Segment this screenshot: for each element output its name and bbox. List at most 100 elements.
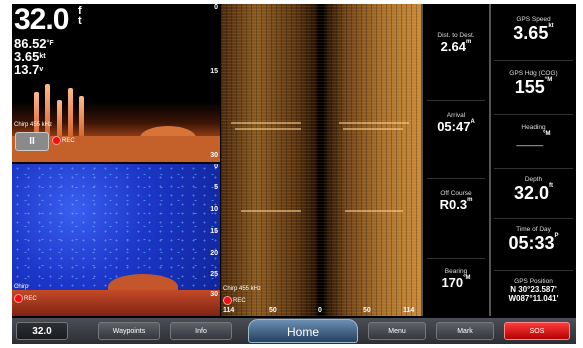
field-value: 05:47 [437,119,471,134]
depth-unit: f t [78,5,82,27]
sidescan-structure [235,128,301,130]
record-dot-icon [52,136,61,145]
record-dot-icon [14,294,23,303]
field-divider [494,114,573,115]
sonar-return-arch [79,96,84,144]
field-value: 170 [441,275,464,290]
depth-scale-tick: 15 [210,68,218,75]
data-field-bearing[interactable]: Bearing 170°M [424,268,488,290]
fishfinder-screen: 32.0 f t 86.52°F 3.65kt 13.7v 0 15 30 Ch… [12,4,576,344]
range-scale-tick: 50 [363,307,371,314]
chirp-sonar-pane[interactable]: 32.0 f t 86.52°F 3.65kt 13.7v 0 15 30 Ch… [12,4,220,162]
field-value: 05:33 [508,233,555,253]
field-label: Bearing [444,268,468,275]
menu-button[interactable]: Menu [368,322,426,340]
sonar-return-arch [68,88,73,144]
sidescan-structure [343,128,403,130]
field-divider [427,178,485,179]
data-field-dist-to-dest[interactable]: Dist. to Dest. 2.64m [424,32,488,54]
latitude-value: N 30°23.587' [510,285,557,294]
field-label: Time of Day [516,226,551,233]
field-label: Dist. to Dest. [437,32,475,39]
data-column-navigation: Dist. to Dest. 2.64m Arrival 05:47A Off … [424,4,488,316]
frequency-label: Chirp 455 kHz [14,122,53,128]
depth-unit-bottom: t [78,15,82,27]
record-button[interactable]: REC [223,296,246,306]
sidescan-structure [231,122,301,124]
sos-button[interactable]: SOS [504,322,570,340]
data-field-off-course[interactable]: Off Course R0.3m [424,190,488,212]
sidescan-sonar-pane[interactable]: Chirp 455 kHz REC 114 50 0 50 114 [221,4,421,316]
depth-scale-tick: 0 [214,164,218,170]
waypoints-button[interactable]: Waypoints [98,322,160,340]
column-divider [489,4,491,316]
depth-scale-tick: 30 [210,291,218,298]
field-unit: m [465,39,472,45]
depth-scale-tick: 25 [210,271,218,278]
voltage-unit: v [39,66,44,73]
downscan-sonar-pane[interactable]: 0 5 10 15 20 25 30 Chirp REC [12,164,220,316]
depth-scale-tick: 5 [214,184,218,191]
data-field-gps-position[interactable]: GPS Position N 30°23.587' W087°11.041' [491,278,576,303]
record-label: REC [62,138,75,145]
field-label: GPS Position [514,278,553,285]
field-unit: P [554,233,559,239]
field-value: ___ [516,131,544,148]
field-unit: °M [543,131,551,137]
depth-scale-tick: 30 [210,152,218,159]
field-label: Heading [521,124,546,131]
pause-button[interactable]: II [15,132,49,151]
field-unit: A [470,119,475,125]
data-field-time-of-day[interactable]: Time of Day 05:33P [491,226,576,254]
depth-unit-top: f [78,5,82,17]
depth-scale-tick: 10 [210,206,218,213]
mark-button[interactable]: Mark [436,322,494,340]
field-label: Arrival [446,112,466,119]
info-button[interactable]: Info [170,322,232,340]
frequency-label: Chirp 455 kHz [223,286,262,292]
record-button[interactable]: REC [52,136,75,146]
data-field-gps-speed[interactable]: GPS Speed 3.65kt [491,16,576,44]
speed-readout: 3.65kt [14,50,46,63]
field-value: 3.65 [513,23,549,43]
depth-readout: 32.0 [14,4,69,36]
field-divider [427,100,485,101]
depth-scale-tick: 20 [210,250,218,257]
data-column-gps: GPS Speed 3.65kt GPS Hdg (COG) 155°M Hea… [491,4,576,316]
voltage-value: 13.7 [14,62,40,77]
field-unit: kt [548,23,554,29]
data-field-arrival[interactable]: Arrival 05:47A [424,112,488,134]
field-divider [494,60,573,61]
sidescan-structure [339,122,409,124]
data-field-heading[interactable]: Heading ___°M [491,124,576,149]
sonar-return-arch [34,92,39,144]
field-divider [494,168,573,169]
range-scale-tick: 114 [403,307,415,314]
range-scale-tick: 0 [318,307,322,314]
depth-indicator[interactable]: 32.0 [16,322,68,340]
depth-scale-tick: 15 [210,228,218,235]
field-value: 2.64 [440,39,466,54]
sea-bottom [12,290,220,316]
field-value: 32.0 [513,183,550,203]
field-divider [494,218,573,219]
water-temp-value: 86.52 [14,36,47,51]
sonar-return-arch [57,100,62,144]
record-label: REC [24,296,37,303]
record-label: REC [233,298,246,305]
home-button[interactable]: Home [248,319,358,343]
field-value: R0.3 [439,197,468,212]
field-label: Off Course [440,190,472,197]
record-dot-icon [223,296,232,305]
bottom-toolbar: 32.0 Waypoints Info Home Menu Mark SOS [12,318,576,344]
field-unit: °M [544,77,553,83]
sidescan-structure [345,210,403,212]
data-field-depth[interactable]: Depth 32.0ft [491,176,576,204]
data-field-gps-heading[interactable]: GPS Hdg (COG) 155°M [491,70,576,98]
field-unit: ft [549,183,554,189]
record-button[interactable]: REC [14,294,37,304]
field-divider [427,258,485,259]
field-label: GPS Speed [516,16,551,23]
voltage-readout: 13.7v [14,63,43,76]
sidescan-texture [221,4,421,316]
